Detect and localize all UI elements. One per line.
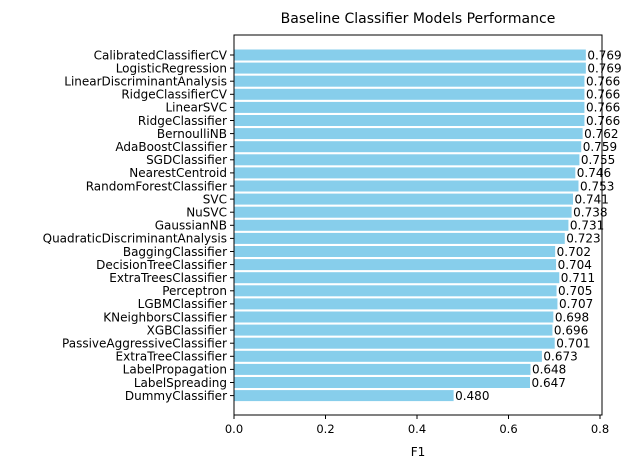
x-axis: 0.0 0.2 0.4 0.6 0.8: [225, 415, 609, 436]
bar: [234, 180, 579, 192]
chart-title: Baseline Classifier Models Performance: [281, 11, 556, 27]
value-label: 0.755: [581, 153, 615, 167]
bar: [234, 88, 585, 100]
category-label: SVC: [203, 192, 227, 206]
value-label: 0.753: [580, 179, 614, 193]
value-label: 0.701: [556, 337, 590, 351]
category-label: CalibratedClassifierCV: [94, 48, 228, 62]
category-label: Perceptron: [162, 284, 227, 298]
value-label: 0.673: [543, 350, 577, 364]
bar: [234, 141, 582, 153]
category-label: DummyClassifier: [125, 389, 227, 403]
bar: [234, 285, 557, 297]
x-tick-label: 0.2: [316, 422, 334, 436]
value-label: 0.707: [559, 297, 593, 311]
bar: [234, 377, 530, 388]
value-label: 0.647: [532, 376, 566, 390]
bar: [234, 206, 572, 218]
value-label: 0.648: [532, 363, 566, 377]
value-labels: 0.7690.7690.7660.7660.7660.7660.7620.759…: [455, 48, 622, 403]
category-label: RandomForestClassifier: [86, 179, 227, 193]
bar: [234, 75, 585, 87]
bar: [234, 232, 565, 244]
value-label: 0.480: [455, 389, 489, 403]
x-tick-label: 0.6: [499, 422, 517, 436]
value-label: 0.766: [586, 75, 620, 89]
value-label: 0.759: [583, 140, 617, 154]
x-tick-label: 0.4: [408, 422, 426, 436]
bars-group: [234, 49, 586, 402]
bar: [234, 193, 574, 205]
value-label: 0.741: [575, 192, 609, 206]
category-label: ExtraTreesClassifier: [109, 271, 227, 285]
value-label: 0.762: [584, 127, 618, 141]
plot-frame: [233, 34, 603, 416]
category-label: LinearDiscriminantAnalysis: [64, 75, 227, 89]
value-label: 0.766: [586, 101, 620, 115]
bar: [234, 246, 556, 257]
value-label: 0.711: [561, 271, 595, 285]
value-label: 0.723: [566, 232, 600, 246]
x-tick-label: 0.0: [225, 422, 243, 436]
value-label: 0.696: [554, 323, 588, 337]
category-label: SGDClassifier: [146, 153, 227, 167]
bar: [234, 350, 542, 362]
bar: [234, 363, 531, 375]
bar: [234, 311, 554, 323]
value-label: 0.738: [573, 206, 607, 220]
value-label: 0.766: [586, 114, 620, 128]
bar: [234, 154, 580, 166]
x-tick-label: 0.8: [591, 422, 609, 436]
category-label: LinearSVC: [166, 101, 228, 115]
bar: [234, 324, 553, 336]
value-label: 0.769: [587, 61, 621, 75]
bar: [234, 219, 569, 231]
category-label: GaussianNB: [155, 219, 227, 233]
category-label: NearestCentroid: [129, 166, 227, 180]
category-label: ExtraTreeClassifier: [116, 350, 228, 364]
bar: [234, 259, 557, 271]
bar: [234, 298, 558, 310]
category-label: PassiveAggressiveClassifier: [62, 337, 227, 351]
value-label: 0.702: [557, 245, 591, 259]
x-axis-label: F1: [411, 445, 426, 459]
value-label: 0.698: [555, 310, 589, 324]
bar: [234, 390, 454, 402]
value-label: 0.705: [558, 284, 592, 298]
bar: [234, 115, 585, 126]
category-label: QuadraticDiscriminantAnalysis: [43, 232, 227, 246]
category-label: XGBClassifier: [147, 323, 227, 337]
category-label: LGBMClassifier: [138, 297, 227, 311]
category-label: LabelSpreading: [134, 376, 227, 390]
category-label: KNeighborsClassifier: [103, 310, 227, 324]
value-label: 0.704: [558, 258, 592, 272]
bar: [234, 167, 576, 179]
category-labels: CalibratedClassifierCVLogisticRegression…: [43, 48, 234, 403]
category-label: RidgeClassifier: [138, 114, 227, 128]
category-label: LogisticRegression: [116, 61, 227, 75]
bar: [234, 337, 555, 349]
category-label: NuSVC: [186, 206, 227, 220]
value-label: 0.746: [577, 166, 611, 180]
bar: [234, 272, 560, 284]
value-label: 0.769: [587, 48, 621, 62]
value-label: 0.731: [570, 219, 604, 233]
category-label: AdaBoostClassifier: [115, 140, 227, 154]
bar: [234, 128, 583, 140]
category-label: RidgeClassifierCV: [121, 88, 227, 102]
bar: [234, 62, 586, 74]
bar: [234, 49, 586, 61]
value-label: 0.766: [586, 88, 620, 102]
category-label: BernoulliNB: [157, 127, 227, 141]
category-label: BaggingClassifier: [123, 245, 227, 259]
bar: [234, 101, 585, 113]
category-label: DecisionTreeClassifier: [96, 258, 227, 272]
category-label: LabelPropagation: [123, 363, 227, 377]
